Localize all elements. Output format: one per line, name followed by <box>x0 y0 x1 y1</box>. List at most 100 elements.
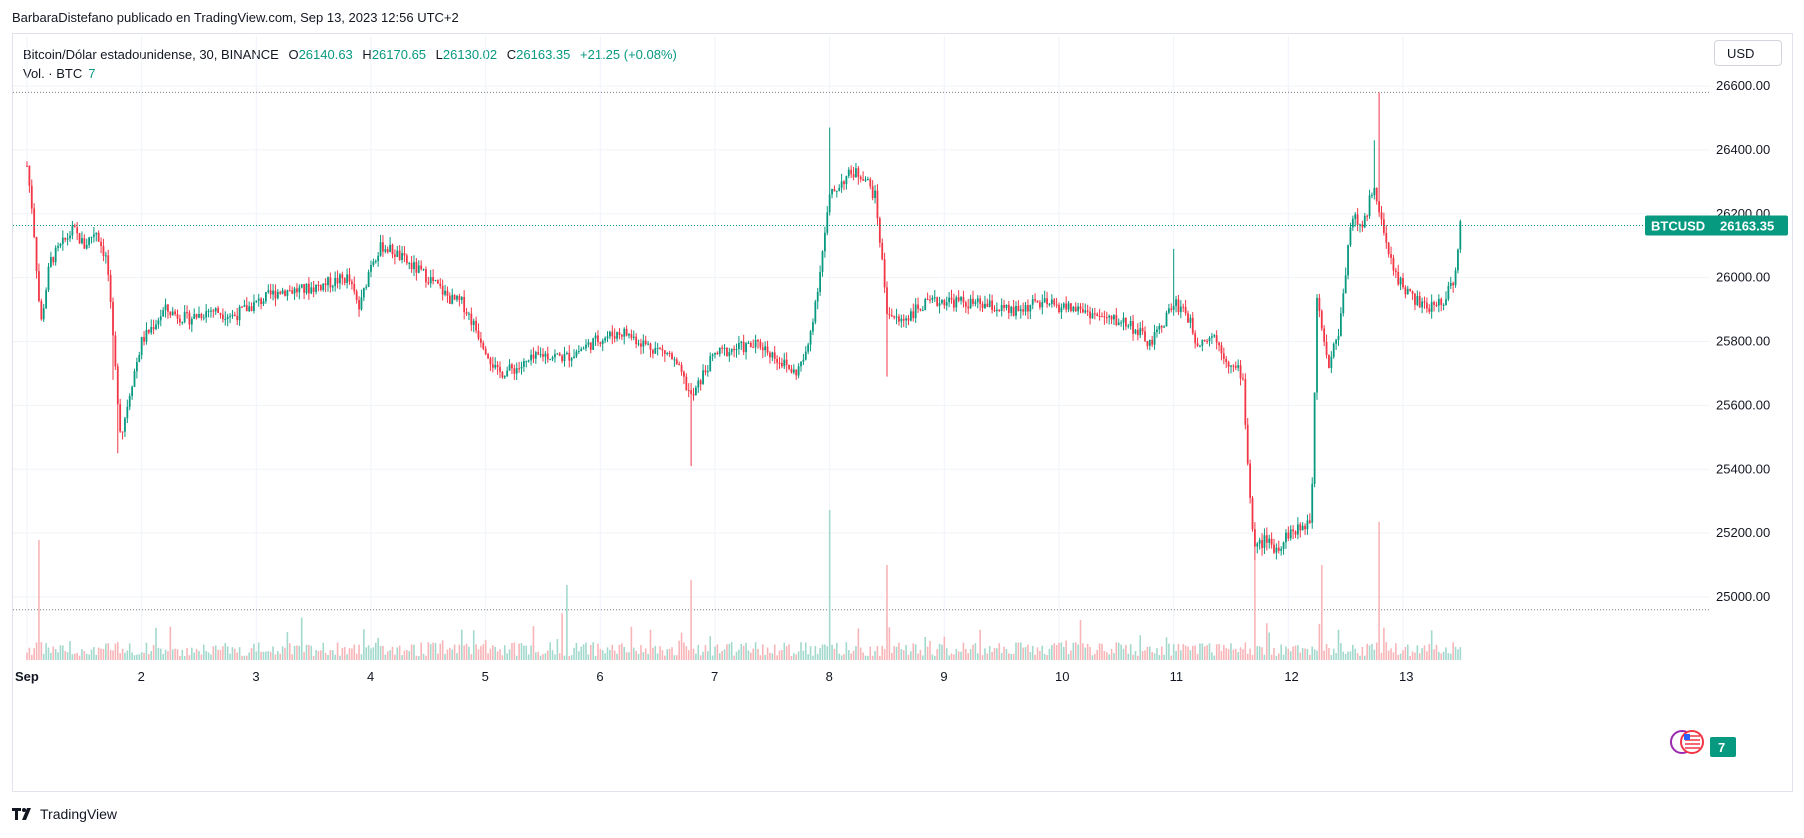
candle-body <box>1371 195 1373 197</box>
currency-button[interactable]: USD <box>1714 40 1782 66</box>
candle-body <box>1261 540 1263 548</box>
y-tick-label: 25600.00 <box>1716 397 1770 412</box>
volume-bar <box>513 642 516 660</box>
candle-body <box>1139 328 1142 336</box>
candle-body <box>1225 358 1228 363</box>
x-tick-label: 12 <box>1284 669 1298 684</box>
volume-bar <box>1101 643 1103 660</box>
candle-body <box>647 343 650 345</box>
volume-bar <box>145 642 148 660</box>
volume-label[interactable]: Vol. · BTC <box>23 66 83 81</box>
volume-bar <box>1323 650 1325 660</box>
volume-bar <box>1191 645 1194 660</box>
candle-body <box>1055 304 1058 306</box>
candle-body <box>152 327 155 330</box>
candle-body <box>522 361 525 367</box>
candle-body <box>1428 308 1431 312</box>
volume-bar <box>836 642 838 660</box>
volume-bar <box>1383 627 1385 660</box>
volume-bar <box>1277 653 1280 660</box>
volume-bar <box>1244 642 1247 660</box>
candle-body <box>948 297 951 303</box>
volume-bar <box>747 650 750 660</box>
candle-body <box>355 291 358 301</box>
volume-bar <box>47 647 50 660</box>
volume-bar <box>852 650 855 660</box>
volume-bar <box>1039 650 1041 660</box>
candle-body <box>155 324 157 330</box>
volume-bar <box>496 651 499 660</box>
candle-body <box>929 299 931 301</box>
candle-body <box>513 368 516 374</box>
candle-body <box>1378 201 1381 213</box>
volume-bar <box>105 643 107 660</box>
volume-bar <box>962 642 965 660</box>
candle-body <box>219 312 222 315</box>
candle-body <box>752 346 755 348</box>
candle-body <box>520 366 523 369</box>
candle-body <box>1163 326 1166 328</box>
volume-bar <box>965 648 967 660</box>
candle-body <box>1089 311 1091 319</box>
volume-bar <box>460 629 463 660</box>
candle-body <box>183 312 186 323</box>
volume-bar <box>1330 655 1333 660</box>
candle-body <box>1038 302 1041 308</box>
candle-body <box>444 290 446 295</box>
volume-bar <box>255 651 258 660</box>
volume-bar <box>157 648 160 660</box>
volume-bar <box>164 649 167 660</box>
volume-bar <box>267 651 270 660</box>
volume-bar <box>191 647 193 660</box>
volume-bar <box>1375 642 1378 660</box>
candle-body <box>1024 305 1027 312</box>
volume-bar <box>814 646 817 660</box>
candle-body <box>140 337 143 356</box>
footer-brand[interactable]: TradingView <box>12 806 117 822</box>
candle-body <box>671 353 673 360</box>
volume-bar <box>195 649 198 660</box>
volume-bar <box>1320 565 1323 660</box>
candle-body <box>190 319 193 325</box>
volume-bar <box>422 653 425 660</box>
price-tag[interactable] <box>1645 215 1788 236</box>
volume-bar <box>85 653 88 660</box>
candle-body <box>1115 315 1118 325</box>
volume-bar <box>673 655 676 660</box>
candle-body <box>921 310 924 312</box>
volume-bar <box>902 650 905 660</box>
volume-bar <box>288 643 291 660</box>
volume-bar <box>54 649 57 660</box>
volume-bar <box>250 648 253 660</box>
y-tick-label: 26600.00 <box>1716 78 1770 93</box>
ohlc-legend: Bitcoin/Dólar estadounidense, 30, BINANC… <box>23 45 677 65</box>
candle-body <box>135 362 138 372</box>
volume-bar <box>1363 655 1366 660</box>
publish-info: BarbaraDistefano publicado en TradingVie… <box>12 10 459 25</box>
candle-body <box>869 179 872 187</box>
candle-body <box>200 313 203 318</box>
volume-bar <box>324 652 327 660</box>
candle-body <box>133 371 136 387</box>
volume-bar <box>1371 643 1373 660</box>
candle-body <box>876 190 879 219</box>
candle-body <box>1421 301 1424 308</box>
candle-body <box>1296 524 1299 535</box>
volume-bar <box>898 642 900 660</box>
x-tick-label: 3 <box>252 669 259 684</box>
symbol-title[interactable]: Bitcoin/Dólar estadounidense, 30, BINANC… <box>23 47 279 62</box>
candle-body <box>1031 299 1034 305</box>
candle-body <box>926 299 929 301</box>
candle-body <box>1098 316 1101 318</box>
volume-bar <box>1318 623 1321 660</box>
volume-bar <box>245 655 248 660</box>
candle-body <box>964 302 967 307</box>
volume-bar <box>1196 653 1199 660</box>
candle-body <box>1268 538 1271 543</box>
candle-body <box>546 353 549 360</box>
volume-bar <box>1361 647 1364 660</box>
volume-bar <box>1347 651 1349 660</box>
candle-body <box>780 363 783 367</box>
candle-body <box>840 181 843 188</box>
